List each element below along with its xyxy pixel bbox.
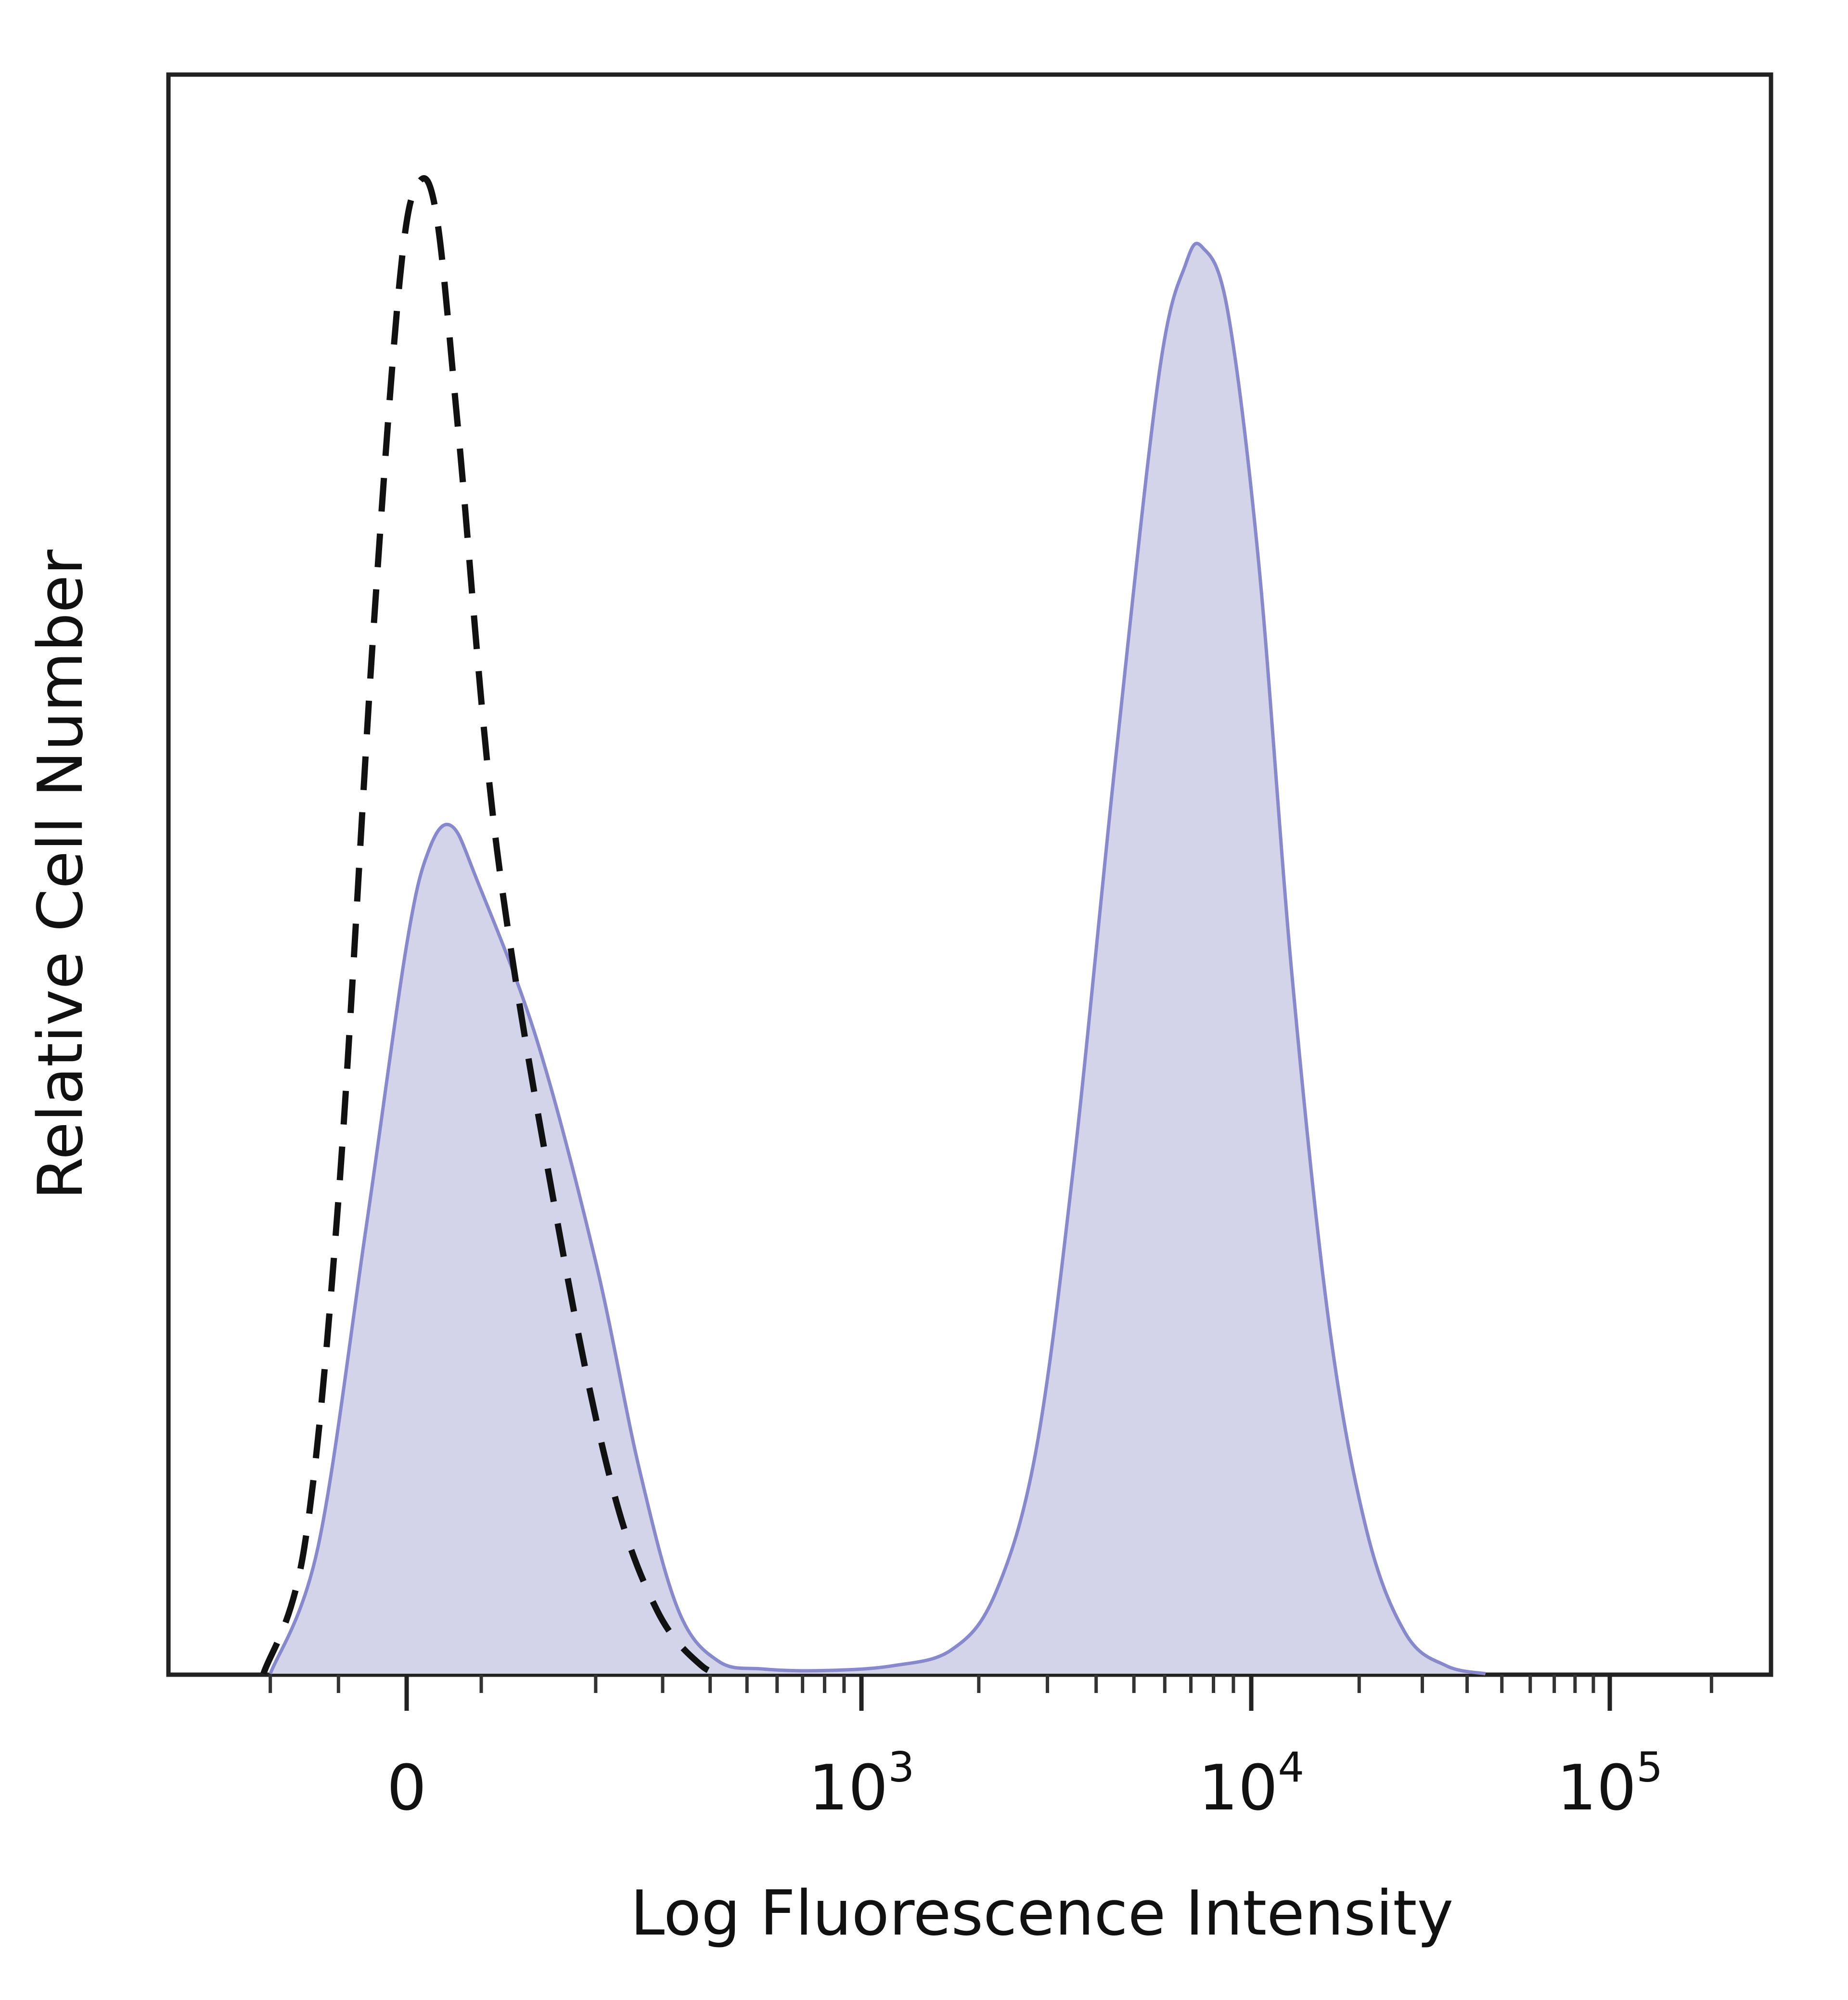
histogram-line-0 bbox=[269, 242, 1486, 1676]
series-layer bbox=[260, 175, 1486, 1677]
x-tick-label-2: 104 bbox=[1198, 1744, 1304, 1824]
histogram-fill-0 bbox=[270, 243, 1486, 1674]
x-axis-title: Log Fluorescence Intensity bbox=[630, 1878, 1453, 1949]
control-dashed-line-1 bbox=[260, 175, 731, 1677]
x-tick-label-0: 0 bbox=[387, 1751, 427, 1824]
y-axis-title: Relative Cell Number bbox=[25, 550, 97, 1200]
x-tick-label-3: 105 bbox=[1557, 1744, 1663, 1824]
plot-area-border bbox=[166, 72, 1773, 1677]
plot-frame bbox=[166, 72, 1773, 1677]
x-axis-tick-labels: 0 103 104 105 bbox=[387, 1744, 1663, 1824]
x-tick-label-1: 103 bbox=[808, 1744, 914, 1824]
x-axis-ticks bbox=[269, 1675, 1713, 1711]
